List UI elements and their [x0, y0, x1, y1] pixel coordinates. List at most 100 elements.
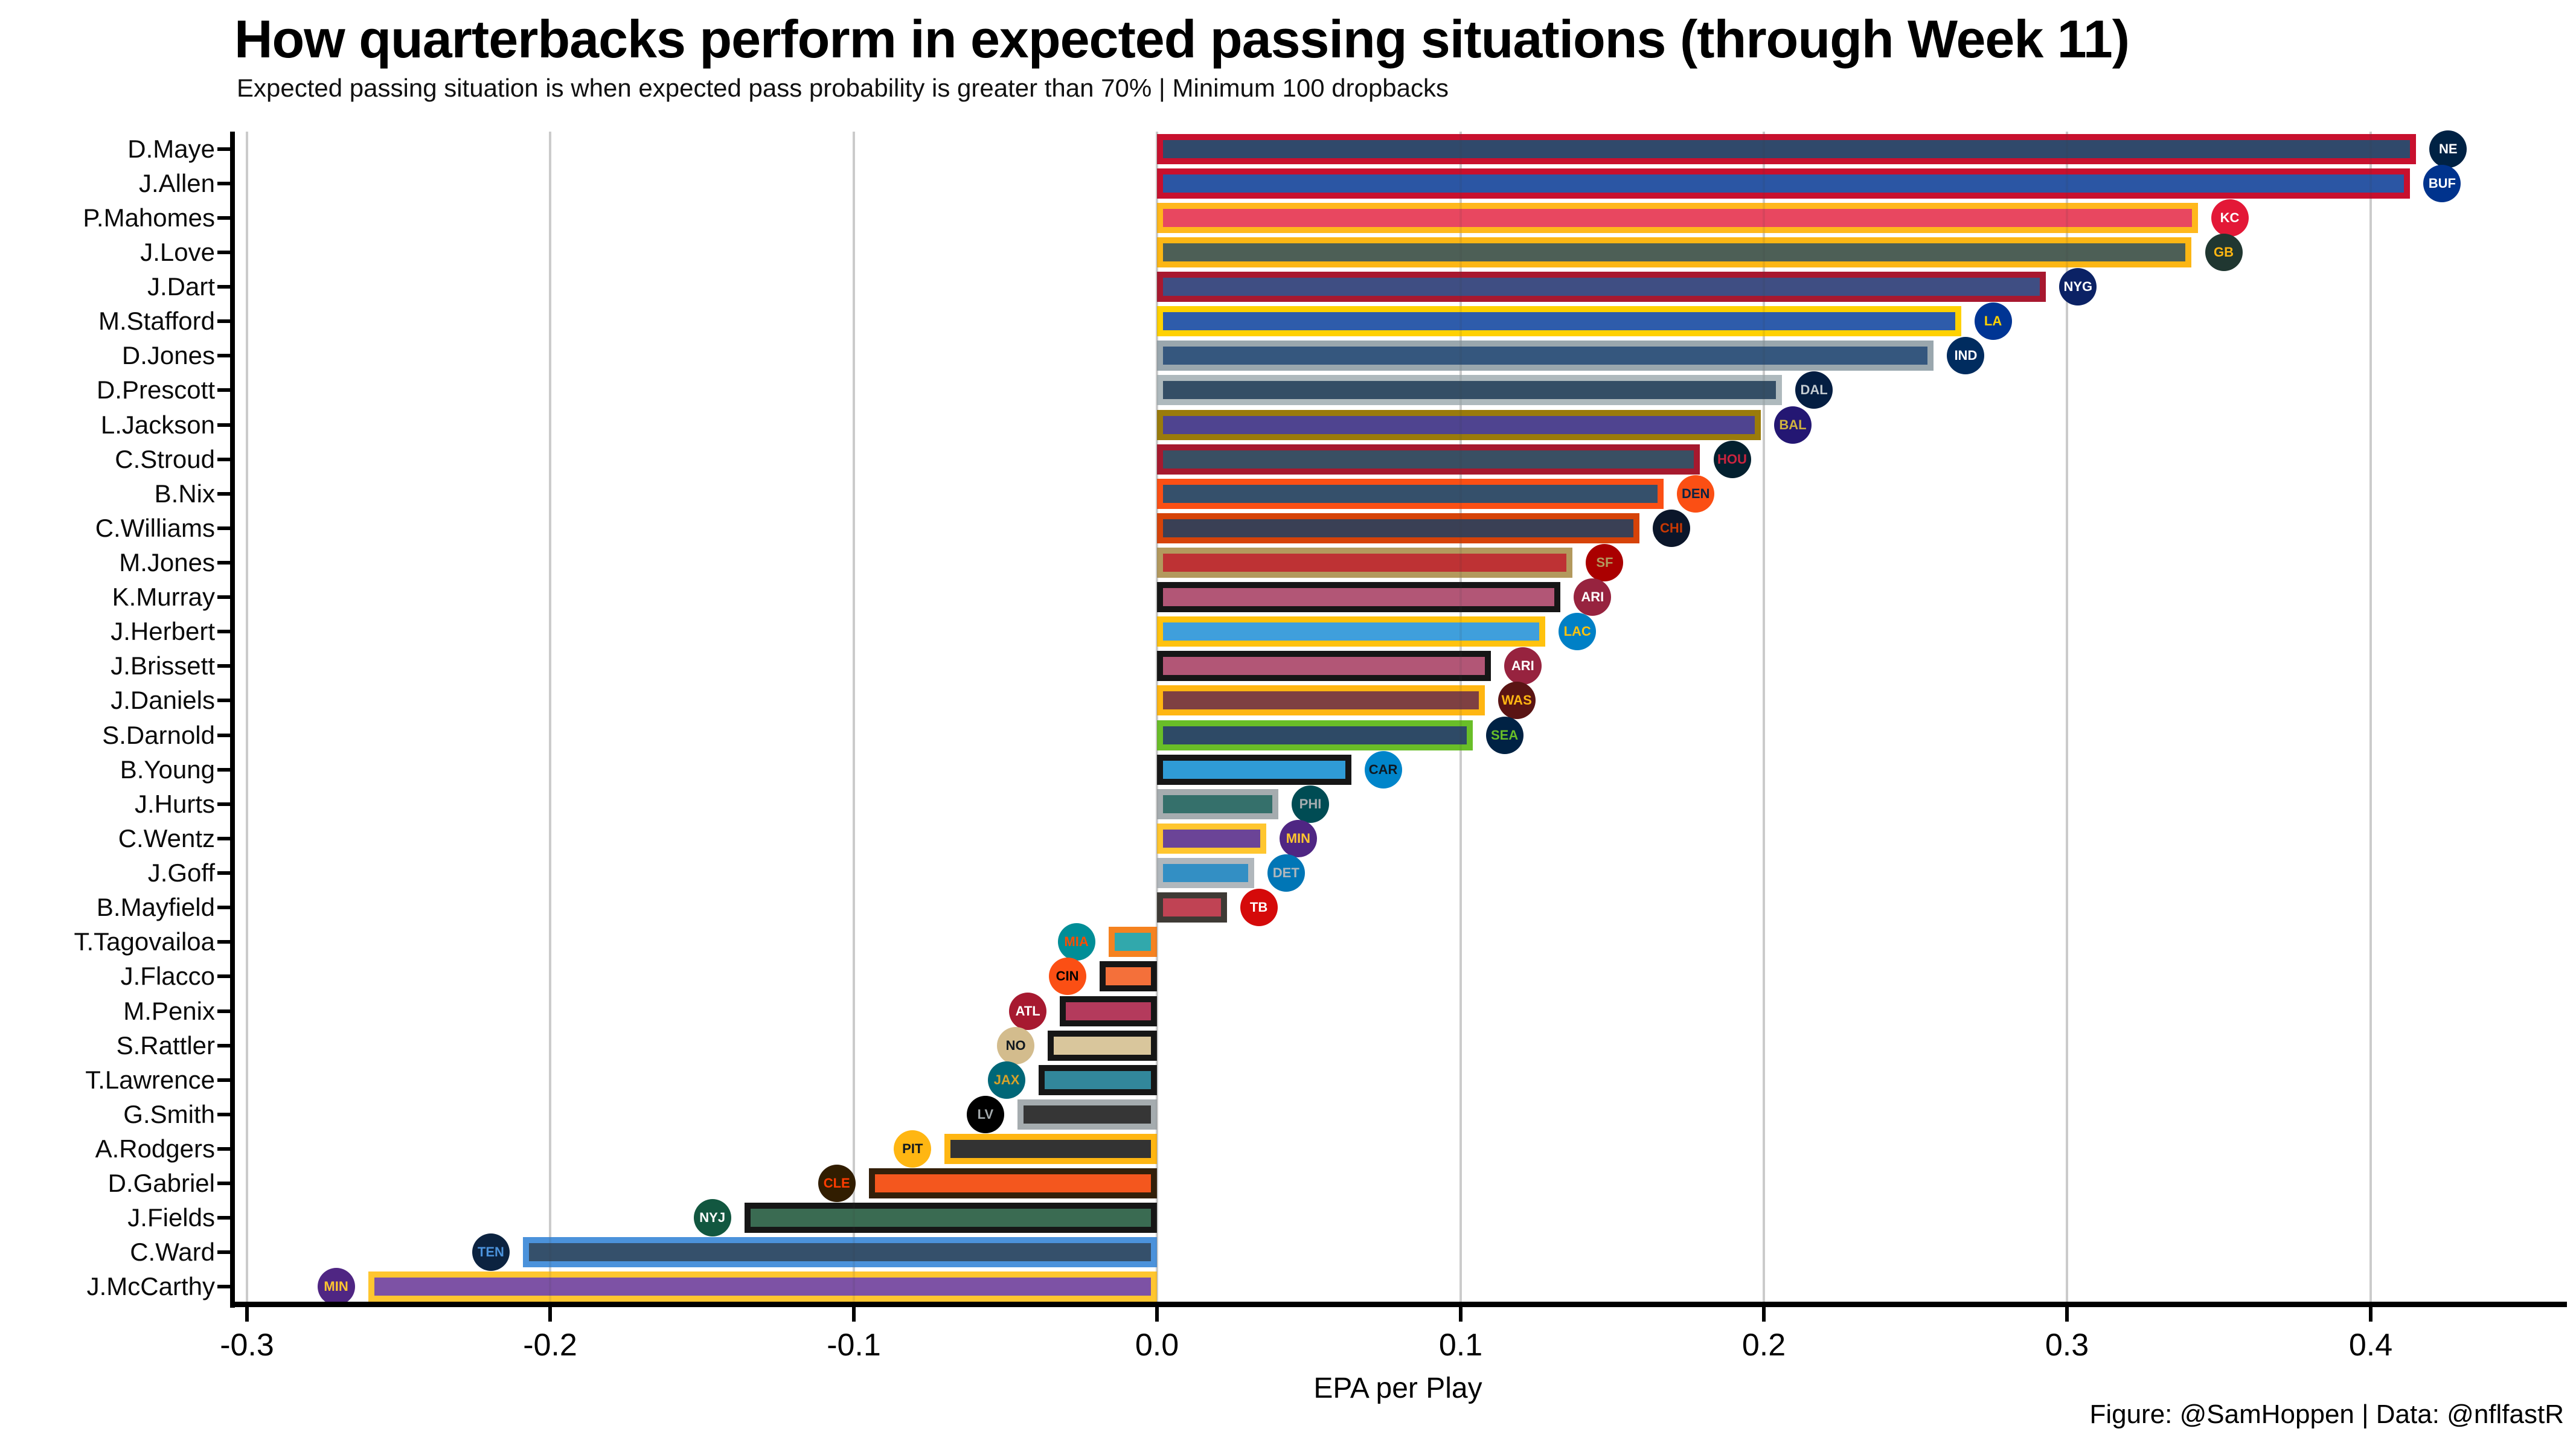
- team-logo-ari-icon: ARI: [1504, 647, 1542, 685]
- y-tick: [217, 250, 231, 254]
- x-tick-label: 0.1: [1438, 1328, 1483, 1363]
- y-tick: [217, 974, 231, 979]
- qb-bar-j-daniels: [1157, 685, 1485, 716]
- x-tick-label: -0.2: [523, 1328, 577, 1363]
- qb-bar-j-fields: [744, 1203, 1158, 1233]
- gridline-overlay: [1156, 132, 1158, 1302]
- qb-label-l-jackson: L.Jackson: [100, 410, 215, 439]
- gridline: [2369, 132, 2372, 1304]
- qb-label-j-daniels: J.Daniels: [111, 686, 215, 715]
- team-logo-cin-icon: CIN: [1048, 958, 1086, 996]
- team-logo-nyj-icon: NYJ: [693, 1199, 731, 1237]
- x-tick-label: -0.3: [220, 1328, 274, 1363]
- qb-bar-c-williams: [1157, 513, 1639, 543]
- qb-bar-j-love: [1157, 237, 2192, 267]
- team-logo-ne-icon: NE: [2429, 130, 2467, 168]
- y-tick: [217, 1043, 231, 1048]
- y-tick: [217, 457, 231, 461]
- y-tick: [217, 802, 231, 806]
- qb-bar-t-tagovailoa: [1108, 927, 1157, 958]
- y-tick: [217, 561, 231, 565]
- y-tick: [217, 940, 231, 944]
- gridline: [549, 132, 551, 1304]
- gridline: [1156, 132, 1158, 1304]
- x-tick-label: 0.4: [2348, 1328, 2393, 1363]
- x-axis-title: EPA per Play: [1313, 1372, 1482, 1404]
- qb-label-k-murray: K.Murray: [112, 583, 215, 612]
- y-tick: [217, 1009, 231, 1013]
- y-tick: [217, 1078, 231, 1082]
- qb-bar-j-dart: [1157, 272, 2046, 302]
- x-tick-label: 0.2: [1741, 1328, 1786, 1363]
- qb-label-b-young: B.Young: [120, 755, 215, 784]
- team-logo-lac-icon: LAC: [1559, 613, 1597, 651]
- qb-bar-b-nix: [1157, 478, 1664, 509]
- qb-label-j-goff: J.Goff: [147, 859, 215, 887]
- gridline-overlay: [1763, 132, 1765, 1302]
- team-logo-hou-icon: HOU: [1713, 440, 1751, 478]
- qb-label-b-mayfield: B.Mayfield: [96, 893, 215, 922]
- x-tick: [1762, 1307, 1766, 1322]
- y-tick: [217, 319, 231, 324]
- footer-credit: Figure: @SamHoppen | Data: @nflfastR: [2089, 1399, 2564, 1429]
- gridline-overlay: [1459, 132, 1462, 1302]
- y-tick: [217, 595, 231, 600]
- gridline: [2066, 132, 2068, 1304]
- team-logo-sea-icon: SEA: [1485, 716, 1523, 754]
- qb-bar-a-rodgers: [944, 1134, 1157, 1164]
- qb-bar-j-mccarthy: [368, 1271, 1157, 1302]
- team-logo-pit-icon: PIT: [894, 1130, 932, 1168]
- qb-bar-j-hurts: [1157, 788, 1278, 819]
- qb-label-m-stafford: M.Stafford: [98, 307, 215, 336]
- x-tick: [852, 1307, 856, 1322]
- y-tick: [217, 836, 231, 840]
- page-subtitle: Expected passing situation is when expec…: [237, 74, 1449, 102]
- x-axis-spine: [230, 1302, 2567, 1307]
- qb-label-j-flacco: J.Flacco: [120, 962, 215, 991]
- y-tick: [217, 1250, 231, 1255]
- qb-label-d-prescott: D.Prescott: [96, 376, 215, 405]
- team-logo-gb-icon: GB: [2205, 233, 2243, 271]
- y-tick: [217, 354, 231, 358]
- y-tick: [217, 733, 231, 737]
- qb-bar-m-stafford: [1157, 306, 1961, 337]
- y-tick: [217, 285, 231, 289]
- team-logo-min-icon: MIN: [1279, 819, 1317, 857]
- qb-bar-s-darnold: [1157, 720, 1473, 750]
- team-logo-jax-icon: JAX: [988, 1061, 1026, 1099]
- team-logo-chi-icon: CHI: [1653, 509, 1690, 547]
- x-tick: [245, 1307, 249, 1322]
- qb-label-m-jones: M.Jones: [119, 548, 215, 577]
- gridline: [1459, 132, 1462, 1304]
- x-tick: [1155, 1307, 1159, 1322]
- team-logo-phi-icon: PHI: [1292, 785, 1329, 823]
- qb-bar-j-brissett: [1157, 651, 1491, 682]
- qb-bar-c-stroud: [1157, 444, 1700, 475]
- qb-bar-j-allen: [1157, 168, 2411, 199]
- gridline-overlay: [246, 132, 248, 1302]
- y-axis-spine: [230, 132, 235, 1308]
- qb-label-j-allen: J.Allen: [138, 168, 215, 197]
- y-tick: [217, 1285, 231, 1289]
- team-logo-tb-icon: TB: [1240, 889, 1278, 927]
- qb-label-c-stroud: C.Stroud: [115, 444, 215, 473]
- qb-label-j-mccarthy: J.McCarthy: [86, 1272, 215, 1301]
- qb-label-j-herbert: J.Herbert: [111, 617, 215, 646]
- qb-label-s-rattler: S.Rattler: [116, 1031, 215, 1060]
- y-tick: [217, 1182, 231, 1186]
- qb-bar-c-wentz: [1157, 823, 1266, 854]
- qb-bar-b-young: [1157, 754, 1351, 785]
- team-logo-ari-icon: ARI: [1574, 578, 1612, 616]
- team-logo-nyg-icon: NYG: [2059, 268, 2097, 305]
- team-logo-lv-icon: LV: [966, 1095, 1004, 1133]
- team-logo-atl-icon: ATL: [1009, 992, 1047, 1030]
- gridline-overlay: [853, 132, 855, 1302]
- qb-label-c-ward: C.Ward: [130, 1238, 215, 1267]
- qb-label-t-tagovailoa: T.Tagovailoa: [74, 927, 215, 956]
- qb-bar-d-gabriel: [868, 1168, 1158, 1199]
- y-tick: [217, 491, 231, 496]
- team-logo-den-icon: DEN: [1677, 475, 1715, 513]
- qb-bar-g-smith: [1017, 1099, 1157, 1130]
- y-tick: [217, 423, 231, 427]
